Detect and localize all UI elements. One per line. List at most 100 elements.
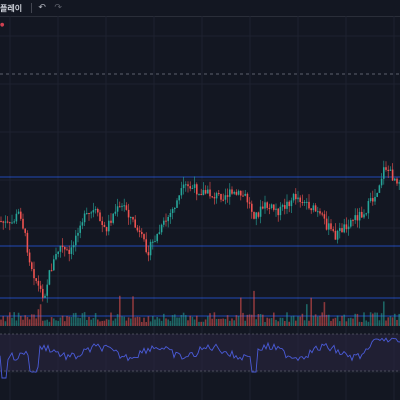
candle-body xyxy=(42,288,44,298)
redo-icon[interactable]: ↷ xyxy=(54,3,62,13)
volume-bar xyxy=(26,317,29,326)
candle-body xyxy=(158,232,161,234)
candle-body xyxy=(72,245,75,248)
volume-bar xyxy=(347,318,350,326)
volume-bar xyxy=(68,316,70,326)
candle-body xyxy=(246,193,249,203)
candle-body xyxy=(339,228,341,231)
volume-bar xyxy=(6,316,9,326)
volume-bar xyxy=(121,316,123,326)
volume-bar xyxy=(112,320,114,326)
candle-body xyxy=(297,197,299,200)
volume-bar xyxy=(156,317,158,326)
candle-body xyxy=(134,219,136,228)
volume-bar xyxy=(59,317,62,326)
volume-bar xyxy=(163,313,165,326)
volume-bar xyxy=(123,316,125,326)
candle-body xyxy=(77,232,79,236)
candle-body xyxy=(352,220,354,222)
candle-body xyxy=(53,259,55,271)
candle-body xyxy=(193,184,196,188)
volume-bar xyxy=(365,320,367,326)
candle-body xyxy=(68,249,70,254)
volume-bar xyxy=(229,320,231,326)
volume-bar xyxy=(182,312,185,326)
candle-body xyxy=(105,227,108,232)
replay-toolbar: 플레이 ↶ ↷ xyxy=(0,0,400,17)
volume-bar xyxy=(233,320,235,326)
volume-bar xyxy=(2,316,4,326)
candle-body xyxy=(138,230,141,233)
candle-body xyxy=(218,193,220,195)
candle-body xyxy=(354,215,356,221)
candle-body xyxy=(385,167,387,170)
series-dot: ● xyxy=(0,22,5,28)
candle-body xyxy=(226,195,229,197)
volume-bar xyxy=(110,312,112,326)
volume-bar xyxy=(325,314,328,326)
volume-bar xyxy=(358,321,361,326)
candle-body xyxy=(336,230,339,240)
candle-body xyxy=(101,221,103,225)
candle-body xyxy=(314,205,317,212)
candle-body xyxy=(262,206,264,209)
volume-bar xyxy=(220,318,222,326)
candle-body xyxy=(341,228,343,233)
volume-bar xyxy=(321,312,323,326)
candle-body xyxy=(17,211,20,214)
volume-bar xyxy=(306,304,308,326)
candle-body xyxy=(9,222,11,224)
volume-bar xyxy=(101,320,103,326)
candle-body xyxy=(286,201,288,209)
candle-body xyxy=(116,206,119,212)
volume-bar xyxy=(253,290,255,326)
price-chart[interactable] xyxy=(0,16,400,400)
volume-bar xyxy=(270,318,273,326)
volume-bar xyxy=(152,316,154,326)
candle-body xyxy=(125,205,128,210)
candle-body xyxy=(347,226,350,230)
candle-body xyxy=(50,270,53,272)
replay-label[interactable]: 플레이 xyxy=(0,3,23,13)
volume-bar xyxy=(66,315,68,326)
candle-body xyxy=(257,212,260,217)
volume-bar xyxy=(273,312,275,326)
volume-series xyxy=(0,290,400,326)
volume-bar xyxy=(226,315,229,326)
volume-bar xyxy=(372,313,374,326)
candle-body xyxy=(112,213,114,223)
candle-body xyxy=(255,212,257,219)
volume-bar xyxy=(235,315,238,326)
candle-body xyxy=(55,253,57,260)
volume-bar xyxy=(44,320,46,326)
candle-body xyxy=(268,207,271,209)
candle-body xyxy=(321,213,323,215)
candlestick-series xyxy=(0,160,400,303)
candle-body xyxy=(273,204,275,210)
volume-bar xyxy=(90,319,92,326)
rsi-line xyxy=(0,337,400,379)
undo-icon[interactable]: ↶ xyxy=(38,3,46,13)
candle-body xyxy=(365,213,367,215)
volume-bar xyxy=(279,317,282,326)
volume-bar xyxy=(389,316,392,326)
volume-bar xyxy=(108,319,110,326)
candle-body xyxy=(345,224,348,230)
volume-bar xyxy=(35,318,37,326)
volume-bar xyxy=(350,317,352,326)
candle-body xyxy=(110,220,112,223)
volume-bar xyxy=(169,320,172,326)
volume-bar xyxy=(70,317,73,326)
candle-body xyxy=(363,214,365,218)
volume-bar xyxy=(268,318,271,326)
volume-bar xyxy=(37,309,40,326)
volume-bar xyxy=(72,313,75,326)
horizontal-levels xyxy=(0,73,400,317)
volume-bar xyxy=(42,320,44,326)
volume-bar xyxy=(266,317,268,326)
volume-bar xyxy=(237,316,240,326)
volume-bar xyxy=(380,313,383,326)
candle-body xyxy=(147,252,150,256)
volume-bar xyxy=(79,318,81,326)
volume-bar xyxy=(158,318,161,326)
